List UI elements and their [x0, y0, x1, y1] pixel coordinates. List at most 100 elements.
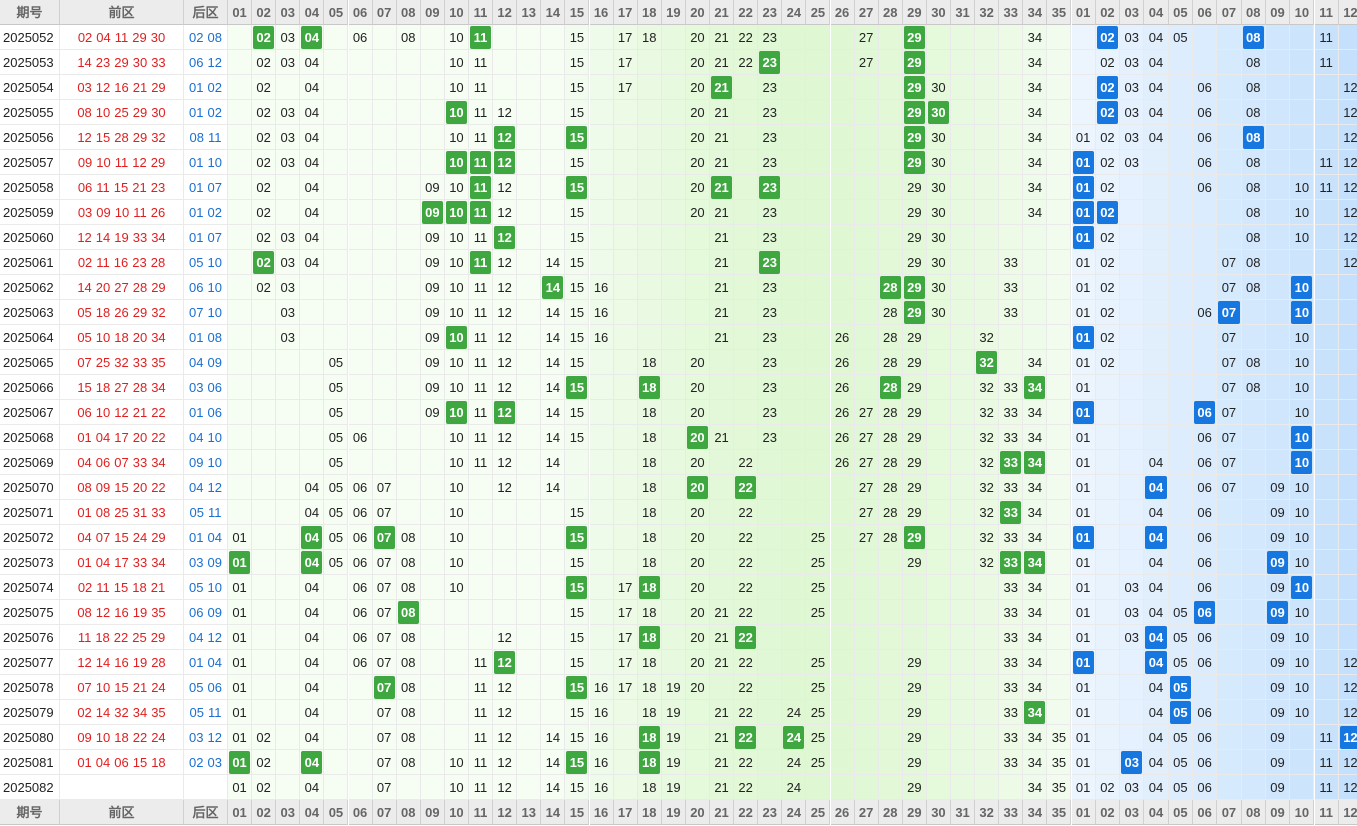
- front-trend-cell: 01: [228, 600, 253, 625]
- front-trend-number: 14: [545, 430, 561, 445]
- front-trend-number: 12: [497, 480, 512, 495]
- front-trend-cell: [806, 350, 831, 375]
- front-trend-cell: [517, 650, 542, 675]
- back-trend-cell: 02: [1095, 775, 1121, 800]
- front-trend-number: 19: [666, 755, 681, 770]
- front-trend-number: 15: [569, 80, 585, 95]
- back-trend-cell: 01: [1071, 675, 1096, 700]
- front-trend-cell: [951, 625, 976, 650]
- front-trend-cell: 06: [348, 550, 373, 575]
- front-trend-cell: 21: [710, 725, 735, 750]
- front-hit-cell: 29: [902, 275, 927, 300]
- front-hit-cell: 29: [902, 525, 927, 550]
- front-trend-number: 06: [352, 480, 368, 495]
- front-trend-cell: 15: [565, 650, 590, 675]
- back-trend-cell: 12: [1338, 75, 1357, 100]
- back-trend-cell: [1314, 200, 1339, 225]
- front-trend-cell: 14: [541, 475, 566, 500]
- back-trend-cell: [1168, 50, 1193, 75]
- front-hit-number: 04: [301, 526, 323, 549]
- front-trend-cell: [300, 275, 325, 300]
- front-trend-number: 08: [401, 680, 416, 695]
- front-trend-cell: 21: [710, 50, 735, 75]
- front-trend-cell: [951, 325, 976, 350]
- front-trend-number: 07: [376, 655, 392, 670]
- front-trend-number: 33: [1003, 280, 1018, 295]
- back-trend-number: 01: [1075, 780, 1091, 795]
- back-trend-cell: [1290, 75, 1315, 100]
- front-trend-number: 26: [834, 330, 850, 345]
- back-trend-number: 01: [1075, 580, 1091, 595]
- front-trend-cell: [589, 525, 614, 550]
- front-trend-cell: [830, 200, 855, 225]
- front-trend-number: 15: [569, 730, 585, 745]
- front-trend-cell: 28: [878, 400, 903, 425]
- front-trend-cell: [902, 575, 927, 600]
- front-trend-cell: 23: [758, 25, 783, 50]
- front-hit-number: 10: [445, 401, 467, 424]
- front-trend-number: 18: [642, 680, 657, 695]
- front-trend-cell: [685, 700, 710, 725]
- front-trend-number: 23: [762, 130, 777, 145]
- front-trend-number: 10: [449, 255, 464, 270]
- front-trend-number: 29: [907, 505, 922, 520]
- front-trend-cell: [469, 500, 494, 525]
- front-trend-cell: [637, 275, 662, 300]
- front-trend-number: 11: [473, 405, 488, 420]
- period-cell: 2025076: [0, 625, 60, 650]
- front-trend-number: 21: [714, 105, 729, 120]
- front-numbers: 05 18 26 29 32: [60, 300, 184, 325]
- front-trend-cell: 12: [493, 300, 518, 325]
- front-number: 09: [95, 480, 111, 495]
- front-trend-cell: 11: [469, 725, 494, 750]
- front-trend-number: 21: [714, 630, 729, 645]
- back-trend-cell: [1265, 375, 1291, 400]
- front-numbers: 04 07 15 24 29: [60, 525, 184, 550]
- back-trend-cell: 11: [1314, 50, 1339, 75]
- front-trend-cell: [854, 550, 879, 575]
- front-number: 11: [114, 30, 129, 45]
- back-trend-cell: [1095, 550, 1121, 575]
- back-number: 04: [207, 530, 222, 545]
- back-trend-cell: 04: [1144, 75, 1169, 100]
- back-trend-cell: [1265, 150, 1291, 175]
- front-trend-number: 05: [328, 405, 344, 420]
- front-trend-number: 15: [569, 705, 585, 720]
- front-trend-cell: [806, 175, 831, 200]
- front-number: 17: [114, 555, 129, 570]
- front-trend-number: 30: [931, 180, 946, 195]
- front-trend-number: 03: [280, 280, 295, 295]
- bottom-header-front-col-14: 14: [541, 800, 566, 825]
- front-number: 24: [151, 680, 166, 695]
- front-trend-number: 32: [979, 430, 994, 445]
- front-trend-number: 10: [449, 55, 464, 70]
- back-trend-cell: 10: [1290, 600, 1315, 625]
- front-trend-cell: [589, 150, 614, 175]
- front-trend-cell: [613, 275, 638, 300]
- front-trend-number: 10: [449, 580, 464, 595]
- front-trend-cell: 08: [396, 725, 421, 750]
- front-trend-cell: [685, 725, 710, 750]
- front-hit-cell: 18: [637, 575, 662, 600]
- front-trend-number: 21: [714, 605, 729, 620]
- front-trend-cell: [1047, 250, 1072, 275]
- back-hit-cell: 06: [1193, 400, 1218, 425]
- front-trend-cell: [951, 500, 976, 525]
- back-trend-number: 07: [1221, 380, 1237, 395]
- front-trend-cell: [951, 100, 976, 125]
- front-trend-cell: [276, 750, 301, 775]
- period-cell: 2025075: [0, 600, 60, 625]
- front-trend-cell: [926, 400, 951, 425]
- front-trend-cell: [517, 525, 542, 550]
- back-trend-cell: [1314, 250, 1339, 275]
- front-number: 24: [132, 530, 148, 545]
- front-trend-cell: [589, 450, 614, 475]
- front-trend-number: 15: [569, 55, 585, 70]
- front-trend-cell: [782, 250, 807, 275]
- front-trend-cell: [685, 250, 710, 275]
- front-trend-cell: [324, 75, 349, 100]
- front-trend-cell: [589, 225, 614, 250]
- back-trend-cell: [1168, 500, 1193, 525]
- back-trend-cell: 02: [1095, 125, 1121, 150]
- front-trend-cell: [951, 425, 976, 450]
